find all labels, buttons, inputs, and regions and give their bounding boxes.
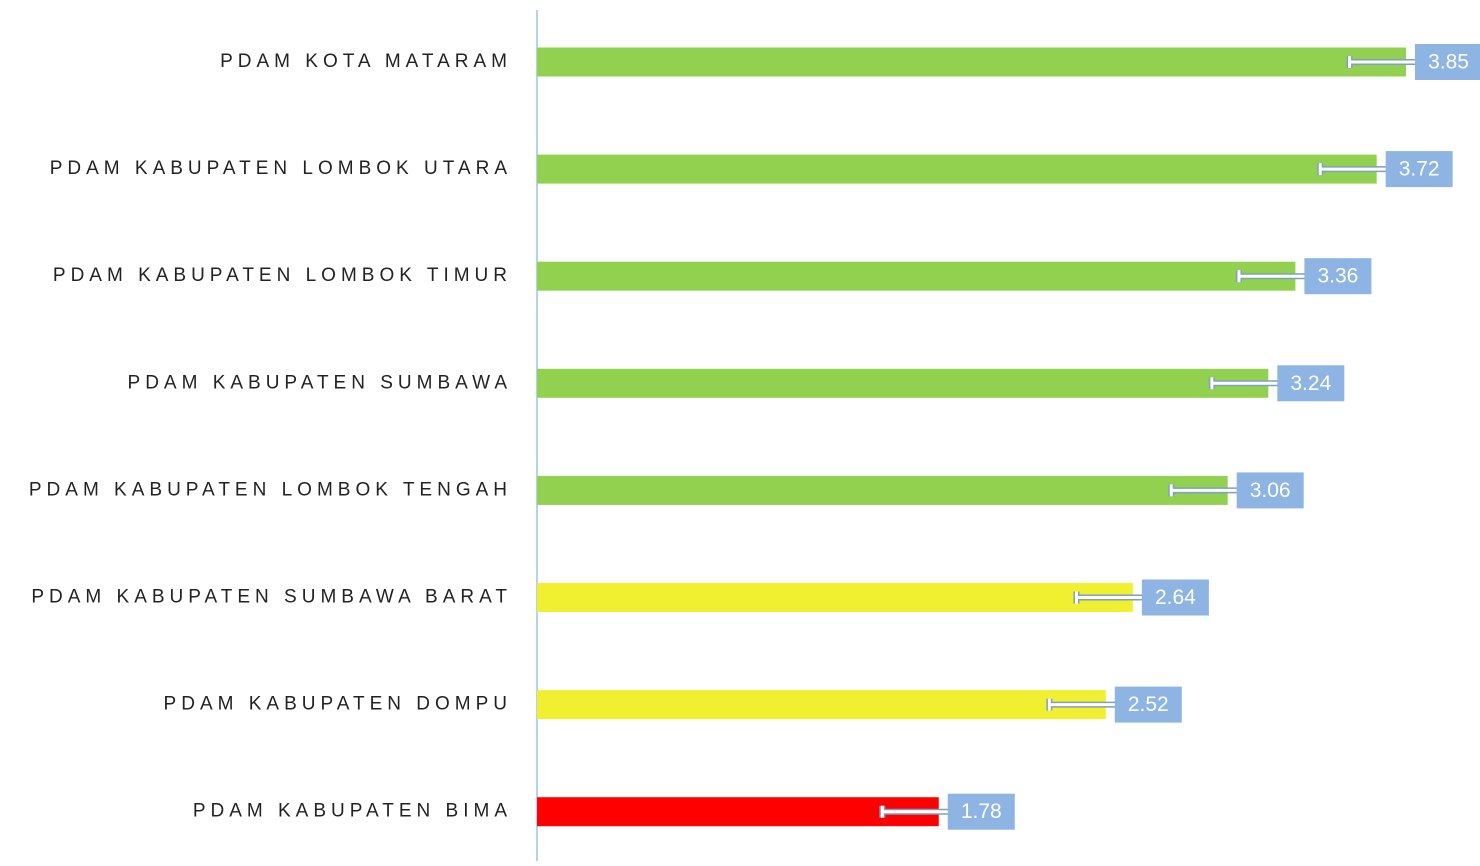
value-label: 3.06 [1250, 479, 1291, 502]
label-box [1304, 258, 1372, 295]
bar [537, 47, 1406, 77]
value-label: 3.24 [1290, 372, 1331, 395]
label-box [947, 793, 1015, 830]
category-label: PDAM KABUPATEN SUMBAWA [128, 372, 512, 393]
bar [537, 475, 1228, 505]
value-label: 3.72 [1399, 158, 1440, 181]
category-label: PDAM KABUPATEN LOMBOK TIMUR [53, 265, 512, 286]
value-label: 3.36 [1317, 265, 1358, 288]
value-label: 1.78 [961, 800, 1002, 823]
label-box [1236, 472, 1304, 509]
bar [537, 261, 1296, 291]
value-label: 2.64 [1155, 586, 1196, 609]
category-label: PDAM KOTA MATARAM [220, 51, 512, 72]
label-box [1141, 579, 1209, 616]
value-label: 2.52 [1128, 693, 1169, 716]
label-box [1415, 44, 1480, 80]
bar [537, 154, 1377, 184]
bar [537, 797, 939, 827]
category-label: PDAM KABUPATEN LOMBOK TENGAH [29, 479, 512, 500]
bar [537, 583, 1133, 612]
category-label: PDAM KABUPATEN BIMA [193, 801, 512, 822]
label-box [1114, 686, 1182, 723]
category-label: PDAM KABUPATEN DOMPU [164, 694, 512, 715]
value-label: 3.85 [1428, 51, 1469, 74]
category-label: PDAM KABUPATEN SUMBAWA BARAT [31, 587, 512, 608]
label-box [1385, 151, 1453, 188]
category-label: PDAM KABUPATEN LOMBOK UTARA [50, 158, 512, 179]
bar [537, 690, 1106, 720]
bar [537, 368, 1269, 398]
label-box [1277, 365, 1345, 402]
